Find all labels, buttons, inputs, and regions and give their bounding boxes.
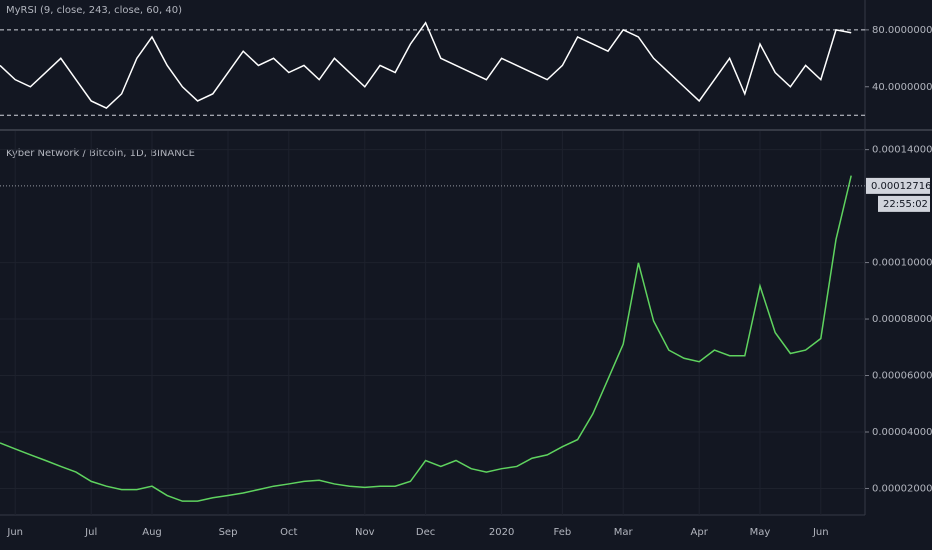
x-tick-label: Jul bbox=[84, 527, 97, 538]
x-tick-label: Sep bbox=[219, 527, 238, 538]
x-tick-label: Dec bbox=[416, 527, 435, 538]
price-title: Kyber Network / Bitcoin, 1D, BINANCE bbox=[6, 148, 195, 159]
series-line bbox=[0, 175, 852, 502]
x-tick-label: Nov bbox=[355, 527, 375, 538]
last-price-box bbox=[866, 177, 930, 194]
y-tick-label: 0.00006000 bbox=[872, 371, 932, 382]
y-tick-label: 0.00008000 bbox=[872, 314, 932, 325]
x-tick-label: Apr bbox=[691, 527, 709, 538]
countdown-box bbox=[878, 195, 930, 212]
last-price-label: 0.00012716 bbox=[871, 181, 931, 192]
rsi-title: MyRSI (9, close, 243, close, 60, 40) bbox=[6, 5, 182, 16]
countdown-label: 22:55:02 bbox=[883, 199, 928, 210]
x-tick-label: Jun bbox=[812, 527, 829, 538]
x-tick-label: Jun bbox=[6, 527, 23, 538]
y-tick-label: 0.00014000 bbox=[872, 145, 932, 156]
y-tick-label: 0.00010000 bbox=[872, 258, 932, 269]
y-tick-label: 0.00002000 bbox=[872, 483, 932, 494]
y-tick-label: 0.00004000 bbox=[872, 427, 932, 438]
x-tick-label: Oct bbox=[280, 527, 297, 538]
x-tick-label: 2020 bbox=[489, 527, 514, 538]
x-tick-label: Mar bbox=[614, 527, 634, 538]
x-tick-label: May bbox=[750, 527, 771, 538]
series-line bbox=[0, 21, 852, 109]
x-tick-label: Feb bbox=[554, 527, 572, 538]
x-tick-label: Aug bbox=[142, 527, 162, 538]
